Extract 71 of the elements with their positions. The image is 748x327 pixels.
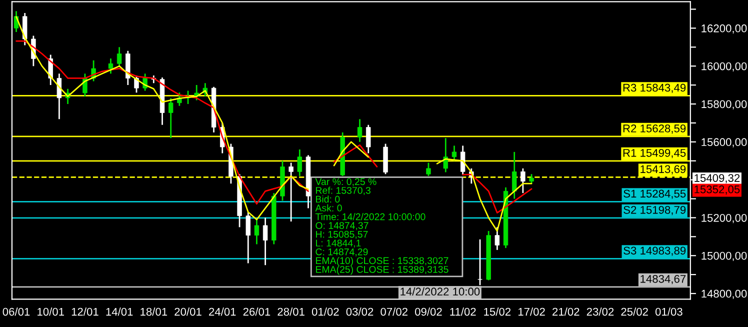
x-tick-label: 10/01 <box>38 308 64 316</box>
text: 15409,32 <box>694 174 740 184</box>
y-tick-label: 15000,00 <box>702 252 747 262</box>
x-tick-label: 09/02 <box>415 308 442 316</box>
annotation: Bid: 0 <box>316 195 340 203</box>
candlestick <box>443 137 448 173</box>
candlestick <box>520 168 526 194</box>
annotation: O: 14874,37 <box>316 222 368 230</box>
x-tick-label: 25/02 <box>621 308 648 316</box>
annotation: Ref: 15370,3 <box>316 186 370 196</box>
y-tick-label: 16000,00 <box>702 62 747 72</box>
annotation: 14/2/2022 10:00 <box>400 287 480 296</box>
candlestick <box>116 46 122 67</box>
ref-line-label: S2 15198,79 <box>624 206 686 216</box>
x-tick-label: 06/01 <box>2 308 30 316</box>
x-tick-label: 23/02 <box>586 308 614 316</box>
x-tick-label: 20/01 <box>174 308 202 316</box>
annotation: H: 15085,57 <box>316 230 368 239</box>
x-tick-label: 12/01 <box>72 308 98 316</box>
candlestick <box>460 144 466 176</box>
candlestick <box>134 74 139 94</box>
annotation: L: 14844,1 <box>316 240 361 248</box>
ref-line-label: S3 14983,89 <box>624 246 686 256</box>
candlestick <box>452 144 457 162</box>
x-tick-label: 11/02 <box>450 308 476 316</box>
candlestick <box>297 148 302 177</box>
candlestick <box>168 98 174 139</box>
candlestick <box>22 12 28 46</box>
x-tick-label: 07/02 <box>380 308 408 316</box>
candlestick <box>478 238 482 286</box>
annotation: Var %: 0,25 % <box>315 178 376 186</box>
candlestick <box>56 72 62 120</box>
x-tick-label: 24/01 <box>209 308 236 316</box>
x-tick-label: 14/01 <box>106 308 133 316</box>
ref-line-label: 15413,69 <box>640 165 686 174</box>
candlestick <box>288 162 294 222</box>
ref-line-label: S1 15284,55 <box>624 190 686 199</box>
x-tick-label: 17/02 <box>518 308 545 316</box>
x-tick-label: 21/02 <box>552 308 580 316</box>
annotation: Time: 14/2/2022 10:00:00 <box>315 213 426 220</box>
x-tick-label: 15/02 <box>484 308 511 316</box>
x-tick-label: 26/01 <box>243 308 270 316</box>
x-tick-label: 01/03 <box>655 308 682 316</box>
candlestick <box>108 58 114 74</box>
y-tick-label: 14800,00 <box>702 290 747 299</box>
ref-line-label: R2 15628,59 <box>623 124 686 134</box>
annotation: EMA(10) CLOSE : 15338,3027 <box>316 256 448 266</box>
candlestick <box>357 118 362 143</box>
candlestick <box>494 226 500 251</box>
x-tick-label: 03/02 <box>346 308 374 316</box>
y-tick-label: 15800,00 <box>702 100 747 110</box>
y-tick-label: 16200,00 <box>702 24 747 34</box>
candlestick <box>246 211 250 264</box>
ref-line-label: R3 15843,49 <box>623 84 686 93</box>
annotation: EMA(25) CLOSE : 15389,3135 <box>316 266 448 275</box>
y-tick-label: 15600,00 <box>702 138 747 148</box>
candlestick <box>512 151 517 200</box>
ref-line-label: R1 15499,45 <box>623 148 686 158</box>
candlestick <box>426 162 431 177</box>
x-tick-label: 28/01 <box>278 308 304 316</box>
x-tick-label: 01/02 <box>312 308 339 316</box>
candlestick <box>529 173 534 184</box>
y-tick-label: 15200,00 <box>702 214 747 224</box>
candlestick <box>262 217 268 266</box>
text: 15352,05 <box>694 185 740 195</box>
x-tick-label: 18/01 <box>140 308 168 316</box>
candlestick <box>254 218 260 245</box>
candlestick <box>366 124 371 154</box>
annotation: C: 14874,29 <box>316 248 368 256</box>
ref-line-label: 14834,67 <box>640 274 686 284</box>
annotation: Ask: 0 <box>315 204 342 212</box>
